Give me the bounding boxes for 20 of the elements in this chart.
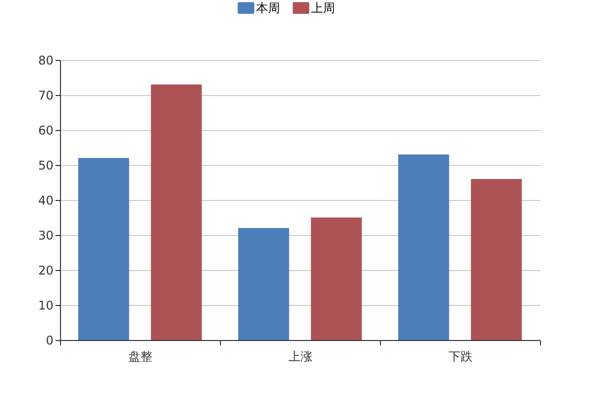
y-tick-label: 30 — [38, 228, 54, 242]
y-tick-label: 0 — [46, 334, 54, 348]
bar — [238, 228, 290, 340]
y-tick-label: 10 — [38, 298, 54, 312]
y-tick-label: 60 — [38, 124, 54, 138]
legend-label: 本周 — [256, 1, 280, 15]
y-tick-label: 80 — [38, 54, 54, 68]
x-tick-label: 下跌 — [448, 350, 472, 364]
legend-label: 上周 — [311, 1, 335, 15]
bar — [398, 154, 450, 340]
bar — [310, 218, 362, 340]
bar — [150, 84, 202, 340]
bar — [470, 179, 522, 340]
x-tick-label: 上涨 — [288, 350, 312, 364]
bar — [78, 158, 130, 340]
y-tick-label: 40 — [38, 194, 54, 208]
y-tick-label: 50 — [38, 158, 54, 172]
x-tick-label: 盘整 — [128, 350, 152, 364]
y-tick-label: 20 — [38, 264, 54, 278]
y-tick-label: 70 — [38, 88, 54, 102]
